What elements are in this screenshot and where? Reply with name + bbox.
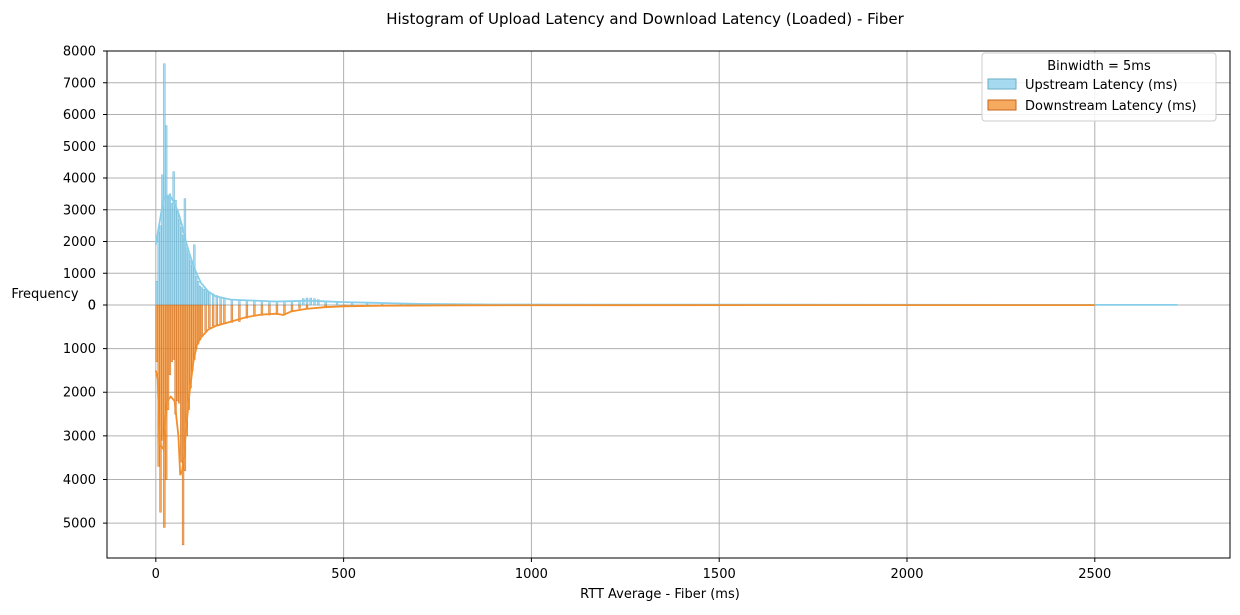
histogram-bar-upstream xyxy=(207,292,209,305)
histogram-bar-upstream xyxy=(171,203,173,305)
histogram-bar-downstream xyxy=(169,305,171,375)
histogram-bar-upstream xyxy=(193,245,195,305)
histogram-bar-downstream xyxy=(199,305,201,340)
axes xyxy=(103,51,1230,562)
histogram-bar-upstream xyxy=(197,281,199,305)
y-tick-label-upper: 5000 xyxy=(63,140,96,155)
histogram-bar-upstream xyxy=(178,219,180,305)
histogram-bar-upstream xyxy=(182,235,184,305)
kde-curves xyxy=(156,196,1178,476)
y-axis-label: Frequency xyxy=(11,287,78,302)
histogram-bar-upstream xyxy=(176,210,178,305)
legend-label-upstream: Upstream Latency (ms) xyxy=(1025,78,1178,93)
histogram-bar-downstream xyxy=(173,305,175,360)
histogram-bar-upstream xyxy=(161,175,163,305)
x-tick-label: 2000 xyxy=(890,567,923,582)
histogram-bar-downstream xyxy=(176,305,178,401)
histogram-bar-upstream xyxy=(199,286,201,305)
histogram-bar-upstream xyxy=(184,199,186,305)
y-tick-label-upper: 4000 xyxy=(63,172,96,187)
histogram-bar-downstream xyxy=(161,305,163,440)
histogram-bar-downstream xyxy=(178,305,180,403)
y-tick-label-lower: 3000 xyxy=(63,429,96,444)
histogram-bar-downstream xyxy=(197,305,199,344)
histogram-bar-upstream xyxy=(192,265,194,305)
x-tick-label: 1000 xyxy=(515,567,548,582)
histogram-bar-upstream xyxy=(205,290,207,305)
y-tick-label-upper: 8000 xyxy=(63,45,96,60)
x-axis-label: RTT Average - Fiber (ms) xyxy=(580,587,740,602)
histogram-bar-downstream xyxy=(205,305,207,331)
y-tick-label-lower: 0 xyxy=(88,299,96,314)
histogram-bar-downstream xyxy=(171,305,173,362)
histogram-bar-downstream xyxy=(291,305,293,310)
histogram-bar-upstream xyxy=(160,226,162,305)
histogram-bar-upstream xyxy=(201,288,203,305)
histogram-bar-upstream xyxy=(163,64,165,305)
legend-swatch-downstream xyxy=(988,100,1016,110)
histogram-bar-upstream xyxy=(175,200,177,305)
histogram-bar-downstream xyxy=(212,305,214,326)
kde-line-upstream xyxy=(156,196,1178,305)
histogram-bar-downstream xyxy=(167,305,169,410)
histogram-bar-upstream xyxy=(180,227,182,305)
histogram-bar-downstream xyxy=(195,305,197,349)
histogram-bar-upstream xyxy=(167,197,169,305)
y-tick-label-lower: 5000 xyxy=(63,517,96,532)
histogram-bar-upstream xyxy=(208,292,210,305)
x-tick-label: 0 xyxy=(152,567,160,582)
histogram-bar-downstream xyxy=(175,305,177,414)
histogram-bar-downstream xyxy=(306,305,308,308)
y-tick-label-upper: 3000 xyxy=(63,203,96,218)
y-tick-label-upper: 7000 xyxy=(63,76,96,91)
histogram-bar-downstream xyxy=(253,305,255,316)
histogram-bar-downstream xyxy=(165,305,167,479)
histogram-bar-downstream xyxy=(180,305,182,462)
histogram-bar-upstream xyxy=(158,232,160,305)
histogram-bar-upstream xyxy=(165,126,167,305)
histogram-bar-downstream xyxy=(182,305,184,545)
legend-title: Binwidth = 5ms xyxy=(1047,59,1151,74)
histogram-bar-downstream xyxy=(284,305,286,314)
histogram-bar-upstream xyxy=(188,254,190,305)
histogram-bar-upstream xyxy=(173,172,175,305)
chart-title: Histogram of Upload Latency and Download… xyxy=(386,10,904,28)
x-tick-label: 1500 xyxy=(703,567,736,582)
y-tick-label-upper: 6000 xyxy=(63,108,96,123)
y-tick-label-lower: 1000 xyxy=(63,342,96,357)
histogram-bar-downstream xyxy=(208,305,210,328)
histogram-bar-downstream xyxy=(220,305,222,324)
histogram-bar-downstream xyxy=(223,305,225,323)
histogram-bar-downstream xyxy=(156,305,158,362)
histogram-bar-downstream xyxy=(231,305,233,322)
histogram-bar-upstream xyxy=(203,289,205,305)
histogram-bar-upstream xyxy=(169,194,171,305)
y-tick-label-lower: 2000 xyxy=(63,386,96,401)
kde-line-downstream xyxy=(156,305,1095,475)
histogram-bar-downstream xyxy=(160,305,162,512)
legend-swatch-upstream xyxy=(988,79,1016,89)
histogram-bar-upstream xyxy=(302,299,304,305)
histogram-bar-upstream xyxy=(156,281,158,305)
y-tick-label-lower: 4000 xyxy=(63,473,96,488)
histogram-bar-downstream xyxy=(299,305,301,308)
y-tick-label-upper: 2000 xyxy=(63,235,96,250)
x-tick-label: 500 xyxy=(331,567,356,582)
histogram-bar-upstream xyxy=(190,261,192,305)
histogram-bar-upstream xyxy=(186,248,188,305)
histogram-bar-upstream xyxy=(195,276,197,305)
histogram-bar-downstream xyxy=(216,305,218,325)
x-tick-label: 2500 xyxy=(1078,567,1111,582)
legend-label-downstream: Downstream Latency (ms) xyxy=(1025,99,1197,114)
y-tick-label-upper: 1000 xyxy=(63,267,96,282)
legend: Binwidth = 5ms Upstream Latency (ms) Dow… xyxy=(982,53,1216,121)
histogram-bar-downstream xyxy=(201,305,203,336)
